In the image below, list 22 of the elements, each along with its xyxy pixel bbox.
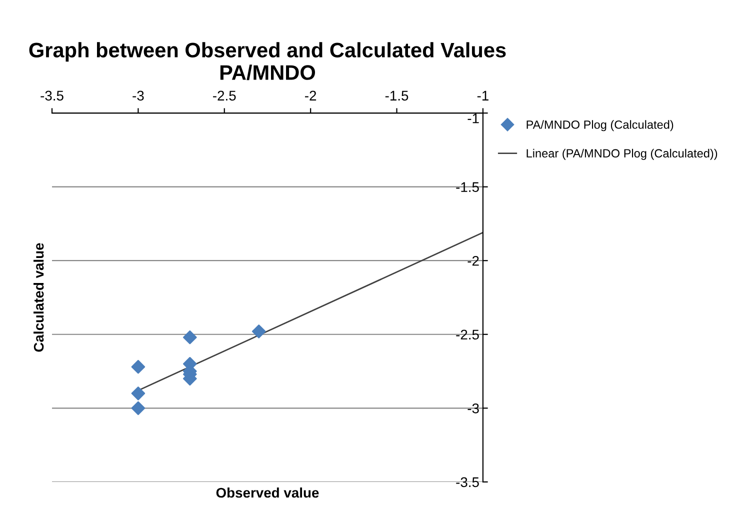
- x-tick-label: -1: [477, 90, 488, 100]
- point: [183, 330, 197, 344]
- point: [131, 401, 146, 416]
- y-tick-label: -3: [468, 403, 479, 414]
- chart-title: Graph between Observed and Calculated Values PA/MNDO: [29, 42, 506, 80]
- y-tick-label: -2.5: [456, 330, 479, 340]
- y-tick-label: -3.5: [456, 477, 479, 488]
- x-tick-label: -1.5: [385, 90, 408, 101]
- point: [131, 386, 146, 400]
- point: [252, 324, 266, 338]
- point: [131, 360, 146, 374]
- x-tick-label: -3: [132, 90, 144, 101]
- x-tick-label: -2: [305, 90, 316, 100]
- x-axis-title: Observed value: [216, 487, 319, 498]
- legend-label: PA/MNDO Plog (Calculated): [526, 120, 674, 132]
- x-tick-label: -2.5: [213, 90, 236, 101]
- x-tick-label: -3.5: [40, 90, 64, 101]
- y-tick-label: -2: [468, 256, 479, 266]
- y-tick-label: -1.5: [456, 182, 479, 192]
- legend-label: Linear (PA/MNDO Plog (Calculated)): [526, 148, 718, 160]
- y-tick-label: -1: [468, 114, 479, 124]
- y-axis-title: Calculated value: [34, 243, 44, 352]
